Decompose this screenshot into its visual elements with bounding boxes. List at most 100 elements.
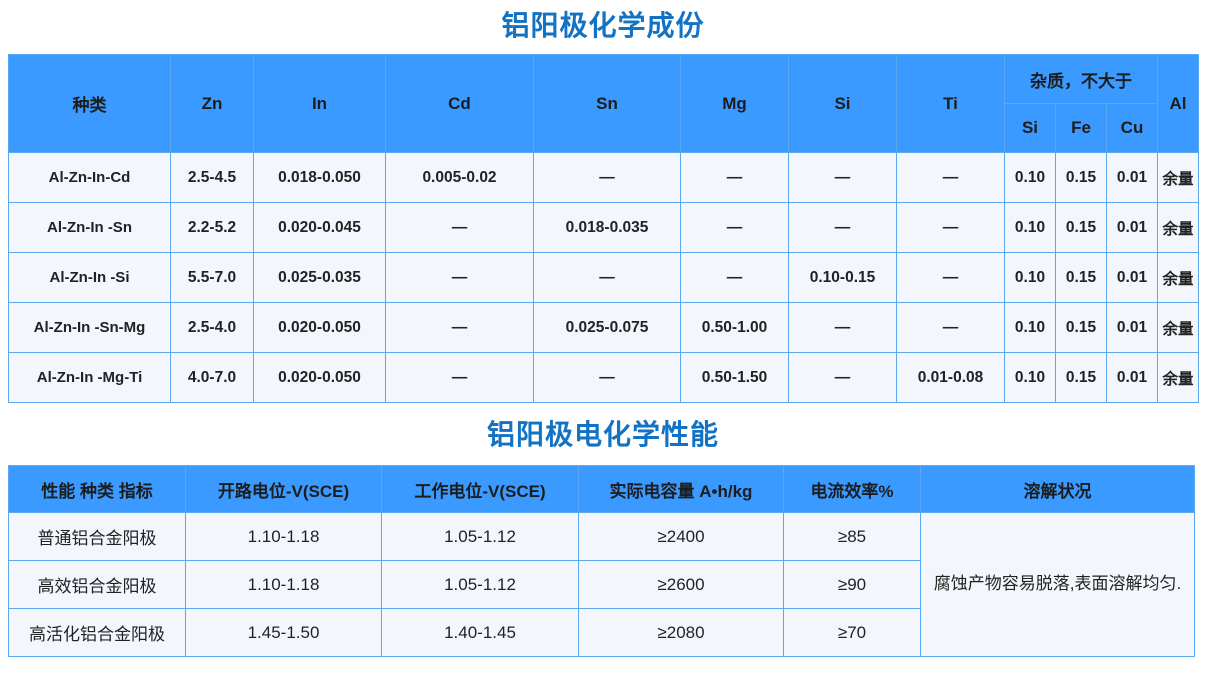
cell-cd: — <box>385 302 534 353</box>
cell-in: 0.018-0.050 <box>253 152 386 203</box>
cell-current-efficiency: ≥90 <box>783 560 921 609</box>
cell-in: 0.020-0.050 <box>253 302 386 353</box>
cell-zn: 5.5-7.0 <box>170 252 254 303</box>
cell-in: 0.020-0.050 <box>253 352 386 403</box>
header-current-efficiency: 电流效率% <box>783 465 921 513</box>
cell-zn: 4.0-7.0 <box>170 352 254 403</box>
cell-impurity-si: 0.10 <box>1004 302 1056 353</box>
cell-mg: — <box>680 152 789 203</box>
cell-impurity-fe: 0.15 <box>1055 152 1107 203</box>
header-impurity-si: Si <box>1004 103 1056 153</box>
cell-impurity-si: 0.10 <box>1004 202 1056 253</box>
performance-header-row: 性能 种类 指标 开路电位-V(SCE) 工作电位-V(SCE) 实际电容量 A… <box>8 465 1195 513</box>
cell-si: 0.10-0.15 <box>788 252 897 303</box>
header-al: Al <box>1157 54 1200 153</box>
cell-si: — <box>788 302 897 353</box>
cell-zn: 2.5-4.0 <box>170 302 254 353</box>
cell-working-potential: 1.05-1.12 <box>381 512 579 561</box>
cell-impurity-cu: 0.01 <box>1105 302 1159 353</box>
cell-kind: Al-Zn-In -Sn <box>8 202 171 253</box>
header-working-potential: 工作电位-V(SCE) <box>381 465 579 513</box>
header-ti: Ti <box>896 54 1005 153</box>
cell-working-potential: 1.40-1.45 <box>381 608 579 657</box>
table-row: 普通铝合金阳极 1.10-1.18 1.05-1.12 ≥2400 ≥85 腐蚀… <box>8 512 1195 657</box>
cell-in: 0.025-0.035 <box>253 252 386 303</box>
cell-cd: — <box>385 202 534 253</box>
cell-al: 余量 <box>1157 352 1200 403</box>
cell-kind: Al-Zn-In -Mg-Ti <box>8 352 171 403</box>
cell-sn: — <box>533 352 681 403</box>
cell-impurity-si: 0.10 <box>1004 252 1056 303</box>
cell-performance-kind: 高效铝合金阳极 <box>8 560 186 609</box>
table-row: 高活化铝合金阳极 1.45-1.50 1.40-1.45 ≥2080 ≥70 <box>8 608 1195 657</box>
cell-sn: — <box>533 152 681 203</box>
cell-kind: Al-Zn-In -Si <box>8 252 171 303</box>
cell-si: — <box>788 202 897 253</box>
cell-actual-capacity: ≥2400 <box>578 512 784 561</box>
performance-table: 性能 种类 指标 开路电位-V(SCE) 工作电位-V(SCE) 实际电容量 A… <box>8 465 1195 657</box>
table-row: Al-Zn-In -Mg-Ti 4.0-7.0 0.020-0.050 — — … <box>8 352 1200 403</box>
cell-current-efficiency: ≥85 <box>783 512 921 561</box>
performance-table-body: 普通铝合金阳极 1.10-1.18 1.05-1.12 ≥2400 ≥85 腐蚀… <box>8 512 1195 657</box>
header-zn: Zn <box>170 54 254 153</box>
cell-impurity-si: 0.10 <box>1004 352 1056 403</box>
cell-impurity-cu: 0.01 <box>1105 352 1159 403</box>
cell-open-circuit-potential: 1.10-1.18 <box>185 512 382 561</box>
cell-cd: — <box>385 352 534 403</box>
cell-impurity-fe: 0.15 <box>1055 252 1107 303</box>
cell-al: 余量 <box>1157 252 1200 303</box>
table-row: Al-Zn-In -Sn 2.2-5.2 0.020-0.045 — 0.018… <box>8 202 1200 253</box>
cell-kind: Al-Zn-In -Sn-Mg <box>8 302 171 353</box>
performance-title: 铝阳极电化学性能 <box>486 419 719 450</box>
cell-mg: — <box>680 252 789 303</box>
cell-al: 余量 <box>1157 202 1200 253</box>
header-impurity-group: 杂质，不大于 <box>1003 54 1159 104</box>
cell-impurity-cu: 0.01 <box>1105 152 1159 203</box>
cell-ti: — <box>896 302 1005 353</box>
composition-header-row-1: 种类 Zn In Cd Sn Mg Si Ti 杂质，不大于 Al <box>8 54 1200 153</box>
cell-ti: — <box>896 202 1005 253</box>
cell-in: 0.020-0.045 <box>253 202 386 253</box>
composition-table: 种类 Zn In Cd Sn Mg Si Ti 杂质，不大于 Al Si Fe … <box>8 54 1200 403</box>
cell-ti: — <box>896 152 1005 203</box>
cell-sn: — <box>533 252 681 303</box>
cell-open-circuit-potential: 1.10-1.18 <box>185 560 382 609</box>
composition-table-body: Al-Zn-In-Cd 2.5-4.5 0.018-0.050 0.005-0.… <box>8 152 1200 403</box>
cell-sn: 0.018-0.035 <box>533 202 681 253</box>
cell-impurity-cu: 0.01 <box>1105 202 1159 253</box>
table-row: Al-Zn-In-Cd 2.5-4.5 0.018-0.050 0.005-0.… <box>8 152 1200 203</box>
cell-al: 余量 <box>1157 302 1200 353</box>
table-row: Al-Zn-In -Si 5.5-7.0 0.025-0.035 — — — 0… <box>8 252 1200 303</box>
table-row: 高效铝合金阳极 1.10-1.18 1.05-1.12 ≥2600 ≥90 <box>8 560 1195 609</box>
cell-impurity-fe: 0.15 <box>1055 352 1107 403</box>
cell-impurity-cu: 0.01 <box>1105 252 1159 303</box>
header-performance-kind: 性能 种类 指标 <box>8 465 186 513</box>
cell-open-circuit-potential: 1.45-1.50 <box>185 608 382 657</box>
cell-mg: — <box>680 202 789 253</box>
cell-current-efficiency: ≥70 <box>783 608 921 657</box>
cell-zn: 2.2-5.2 <box>170 202 254 253</box>
cell-zn: 2.5-4.5 <box>170 152 254 203</box>
cell-cd: — <box>385 252 534 303</box>
cell-dissolution-status: 腐蚀产物容易脱落,表面溶解均匀. <box>920 512 1195 657</box>
header-actual-capacity: 实际电容量 A•h/kg <box>578 465 784 513</box>
header-impurity-fe: Fe <box>1055 103 1107 153</box>
cell-performance-kind: 高活化铝合金阳极 <box>8 608 186 657</box>
cell-sn: 0.025-0.075 <box>533 302 681 353</box>
header-open-circuit-potential: 开路电位-V(SCE) <box>185 465 382 513</box>
header-impurity-cu: Cu <box>1105 103 1159 153</box>
cell-mg: 0.50-1.00 <box>680 302 789 353</box>
header-dissolution-status: 溶解状况 <box>920 465 1195 513</box>
header-in: In <box>253 54 386 153</box>
header-mg: Mg <box>680 54 789 153</box>
cell-actual-capacity: ≥2080 <box>578 608 784 657</box>
cell-impurity-si: 0.10 <box>1004 152 1056 203</box>
composition-table-head: 种类 Zn In Cd Sn Mg Si Ti 杂质，不大于 Al Si Fe … <box>8 54 1200 153</box>
table-row: Al-Zn-In -Sn-Mg 2.5-4.0 0.020-0.050 — 0.… <box>8 302 1200 353</box>
header-cd: Cd <box>385 54 534 153</box>
cell-kind: Al-Zn-In-Cd <box>8 152 171 203</box>
cell-impurity-fe: 0.15 <box>1055 202 1107 253</box>
cell-ti: — <box>896 252 1005 303</box>
cell-cd: 0.005-0.02 <box>385 152 534 203</box>
cell-impurity-fe: 0.15 <box>1055 302 1107 353</box>
